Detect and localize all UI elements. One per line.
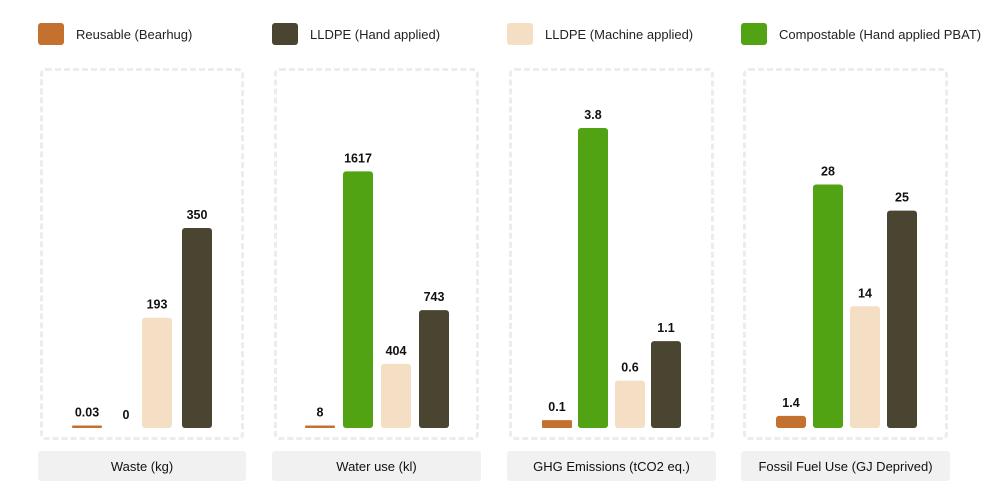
data-label-fossil-fuel-use-lldpe-hand: 25 [895, 191, 909, 205]
data-label-water-use-compostable: 1617 [344, 151, 372, 165]
data-label-waste-lldpe-machine: 193 [147, 298, 168, 312]
legend-item-lldpe-machine: LLDPE (Machine applied) [507, 22, 693, 46]
data-label-water-use-reusable: 8 [317, 406, 324, 420]
axis-label-water-use: Water use (kl) [272, 451, 481, 481]
data-label-ghg-emissions-lldpe-machine: 0.6 [621, 361, 638, 375]
bar-fossil-fuel-use-lldpe-hand [887, 210, 917, 428]
legend-swatch-reusable [38, 23, 64, 45]
panel-water-use [274, 68, 479, 440]
data-label-waste-lldpe-hand: 350 [187, 208, 208, 222]
axis-label-waste: Waste (kg) [38, 451, 246, 481]
bar-ghg-emissions-lldpe-hand [651, 341, 681, 428]
legend-label-lldpe-machine: LLDPE (Machine applied) [545, 26, 694, 42]
bar-waste-reusable [72, 425, 102, 428]
legend-swatch-lldpe-hand [272, 23, 298, 45]
data-label-fossil-fuel-use-reusable: 1.4 [782, 396, 799, 410]
legend-item-compostable: Compostable (Hand applied PBAT) [741, 22, 981, 46]
bar-fossil-fuel-use-lldpe-machine [850, 306, 880, 428]
bar-ghg-emissions-compostable [578, 128, 608, 428]
panel-fossil-fuel-use [743, 68, 948, 440]
panel-ghg-emissions [509, 68, 714, 440]
bar-ghg-emissions-reusable [542, 420, 572, 428]
data-label-ghg-emissions-compostable: 3.8 [584, 108, 601, 122]
axis-label-fossil-fuel-use: Fossil Fuel Use (GJ Deprived) [741, 451, 950, 481]
data-label-water-use-lldpe-hand: 743 [424, 290, 445, 304]
panel-waste [40, 68, 244, 440]
bar-water-use-compostable [343, 171, 373, 429]
data-label-water-use-lldpe-machine: 404 [386, 344, 407, 358]
legend-label-compostable: Compostable (Hand applied PBAT) [779, 26, 982, 42]
legend-item-reusable: Reusable (Bearhug) [38, 22, 192, 46]
bar-waste-lldpe-hand [182, 228, 212, 428]
bar-ghg-emissions-lldpe-machine [615, 380, 645, 428]
legend-label-reusable: Reusable (Bearhug) [76, 26, 193, 42]
bar-fossil-fuel-use-reusable [776, 415, 806, 428]
data-label-fossil-fuel-use-lldpe-machine: 14 [858, 286, 872, 300]
bar-fossil-fuel-use-compostable [813, 184, 843, 428]
bar-water-use-reusable [305, 425, 335, 428]
axis-label-ghg-emissions: GHG Emissions (tCO2 eq.) [507, 451, 716, 481]
bar-water-use-lldpe-machine [381, 363, 411, 428]
data-label-waste-compostable: 0 [123, 408, 130, 422]
data-label-ghg-emissions-reusable: 0.1 [548, 400, 565, 414]
data-label-ghg-emissions-lldpe-hand: 1.1 [657, 321, 674, 335]
legend-item-lldpe-hand: LLDPE (Hand applied) [272, 22, 440, 46]
data-label-waste-reusable: 0.03 [75, 406, 99, 420]
data-label-fossil-fuel-use-compostable: 28 [821, 165, 835, 179]
legend-label-lldpe-hand: LLDPE (Hand applied) [310, 26, 441, 42]
legend-swatch-compostable [741, 23, 767, 45]
bar-water-use-lldpe-hand [419, 310, 449, 428]
bar-waste-lldpe-machine [142, 317, 172, 428]
legend-swatch-lldpe-machine [507, 23, 533, 45]
